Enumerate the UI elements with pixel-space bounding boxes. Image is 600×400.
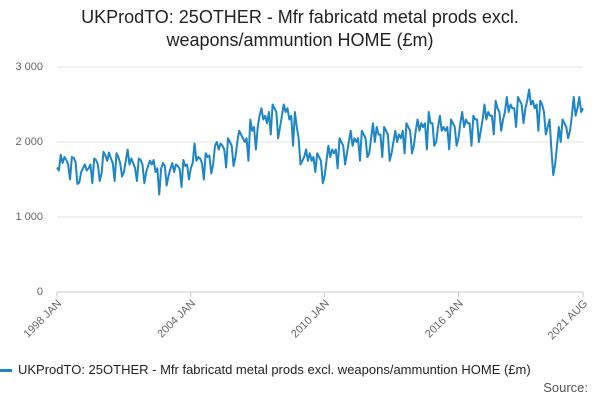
x-tick-label: 2021 AUG [546, 298, 590, 342]
y-tick-label: 1 000 [15, 211, 43, 223]
x-tick-label: 2016 JAN [423, 298, 466, 341]
y-tick-label: 3 000 [15, 61, 43, 73]
y-tick-label: 2 000 [15, 136, 43, 148]
chart: 0 1 000 2 000 3 000 1998 JAN 2004 JAN 2010 JAN… [15, 61, 590, 342]
legend-swatch [0, 369, 12, 373]
y-tick-label: 0 [37, 286, 43, 298]
legend: UKProdTO: 25OTHER - Mfr fabricatd metal … [0, 362, 600, 377]
x-tick-label: 2010 JAN [289, 298, 332, 341]
data-line [56, 88, 584, 196]
x-tick-label: 2004 JAN [155, 298, 198, 341]
x-tick-label: 1998 JAN [22, 298, 65, 341]
source: Source: [543, 380, 588, 395]
chart-title: UKProdTO: 25OTHER - Mfr fabricatd metal … [81, 7, 519, 50]
legend-label: UKProdTO: 25OTHER - Mfr fabricatd metal … [18, 362, 531, 377]
